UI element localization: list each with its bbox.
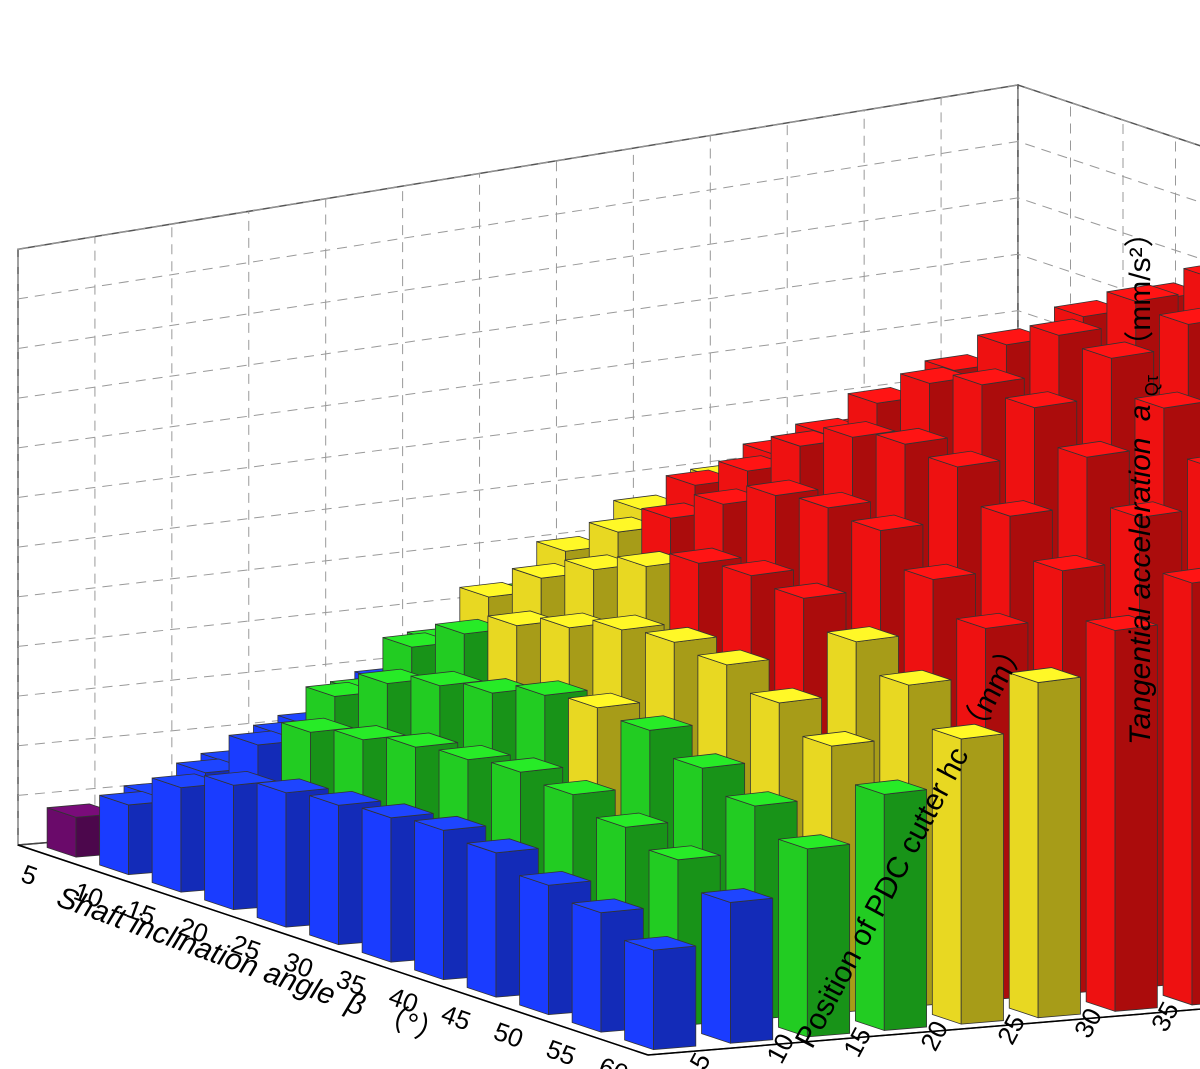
- x-axis-line: [17, 844, 649, 1056]
- bar-top-face: [701, 888, 773, 903]
- bar-top-face: [827, 626, 899, 643]
- x-tick-label: 55: [542, 1033, 579, 1069]
- bar-top-face: [1110, 501, 1182, 518]
- bar-top-face: [1057, 440, 1130, 458]
- bar-top-face: [1005, 391, 1077, 409]
- bar-top-face: [491, 757, 563, 773]
- bar-top-face: [981, 500, 1053, 517]
- bar-top-face: [823, 421, 895, 438]
- bar-top-face: [799, 491, 871, 509]
- bar-side-face: [653, 945, 697, 1051]
- bar-top-face: [568, 692, 640, 709]
- bar: [854, 779, 927, 1032]
- bar-top-face: [746, 479, 819, 496]
- bar-top-face: [543, 779, 616, 796]
- bar: [414, 815, 487, 981]
- bar-front-face: [256, 782, 287, 928]
- bar-top-face: [722, 559, 794, 577]
- bar-top-face: [673, 753, 745, 769]
- chart-bars: [46, 265, 1200, 1051]
- bar-top-face: [1106, 284, 1179, 302]
- bar-front-face: [1162, 572, 1193, 1006]
- bar: [1162, 567, 1200, 1006]
- bar-front-face: [361, 807, 392, 963]
- bar-front-face: [151, 777, 182, 893]
- bar-front-face: [1085, 620, 1116, 1012]
- x-tick-label: 60: [595, 1051, 632, 1069]
- bar-top-face: [414, 815, 486, 831]
- bar-front-face: [204, 775, 234, 911]
- bar-top-face: [386, 732, 458, 748]
- bar-front-face: [1008, 672, 1039, 1019]
- bar-front-face: [778, 838, 808, 1038]
- bar: [624, 935, 697, 1051]
- bar-top-face: [778, 834, 850, 850]
- bar-side-face: [730, 897, 774, 1044]
- bar-side-face: [960, 733, 1004, 1025]
- bar-top-face: [1159, 307, 1200, 325]
- bar-top-face: [1134, 391, 1200, 409]
- bar-top-face: [697, 649, 770, 666]
- grid-line-z: [17, 253, 1200, 399]
- bar-top-face: [855, 779, 927, 795]
- bar-front-face: [466, 842, 497, 998]
- bar-top-face: [361, 803, 434, 819]
- bar-top-face: [466, 838, 539, 854]
- bar-side-face: [1037, 676, 1081, 1019]
- bar-top-face: [876, 427, 948, 445]
- bar-front-face: [571, 902, 602, 1033]
- x-tick-label: 5: [17, 858, 41, 891]
- bar-top-face: [1183, 265, 1200, 275]
- bar-top-face: [1162, 567, 1200, 584]
- bar-top-face: [571, 898, 644, 914]
- bar-top-face: [1082, 341, 1154, 359]
- bar: [778, 834, 851, 1038]
- bar-top-face: [1009, 667, 1081, 683]
- bar: [1008, 667, 1081, 1019]
- bar-top-face: [438, 744, 511, 761]
- bar-top-face: [952, 368, 1025, 386]
- bar-top-face: [1086, 614, 1158, 631]
- bar-top-face: [904, 563, 976, 580]
- bar-front-face: [624, 939, 654, 1051]
- bar-top-face: [648, 845, 721, 861]
- bar-top-face: [928, 450, 1000, 468]
- bar-top-face: [932, 723, 1004, 740]
- bar-top-face: [624, 935, 696, 951]
- bar: [1085, 614, 1158, 1012]
- bar-top-face: [802, 731, 875, 747]
- bar-top-face: [851, 514, 924, 531]
- z-axis-title: Tangential acceleration a Qτ （mm/s²）: [1124, 217, 1165, 745]
- bar-top-face: [750, 687, 822, 704]
- bar-top-face: [515, 680, 588, 696]
- bar-top-face: [956, 612, 1029, 629]
- bar-top-face: [620, 715, 693, 731]
- bar-front-face: [519, 875, 549, 1016]
- bar-top-face: [1033, 554, 1105, 572]
- bar-front-face: [414, 820, 444, 981]
- bar-top-face: [596, 812, 668, 828]
- bar-side-face: [1191, 581, 1200, 1006]
- x-tick-label: 50: [490, 1016, 527, 1054]
- y-axis-line: [647, 1008, 1200, 1056]
- bar-front-face: [309, 795, 339, 946]
- bar-top-face: [774, 582, 847, 599]
- bar-top-face: [309, 790, 381, 806]
- bar-front-face: [701, 892, 731, 1044]
- bar: [931, 723, 1004, 1025]
- bar-top-face: [1029, 318, 1102, 336]
- bar: [701, 888, 774, 1044]
- bar-top-face: [669, 547, 742, 564]
- bar-front-face: [99, 794, 129, 876]
- bar-top-face: [592, 614, 665, 631]
- bar-top-face: [519, 870, 591, 886]
- bar-top-face: [645, 626, 717, 643]
- bar-top-face: [256, 778, 329, 794]
- bar-top-face: [879, 669, 952, 686]
- bar-top-face: [1187, 456, 1200, 464]
- bar-top-face: [725, 791, 798, 807]
